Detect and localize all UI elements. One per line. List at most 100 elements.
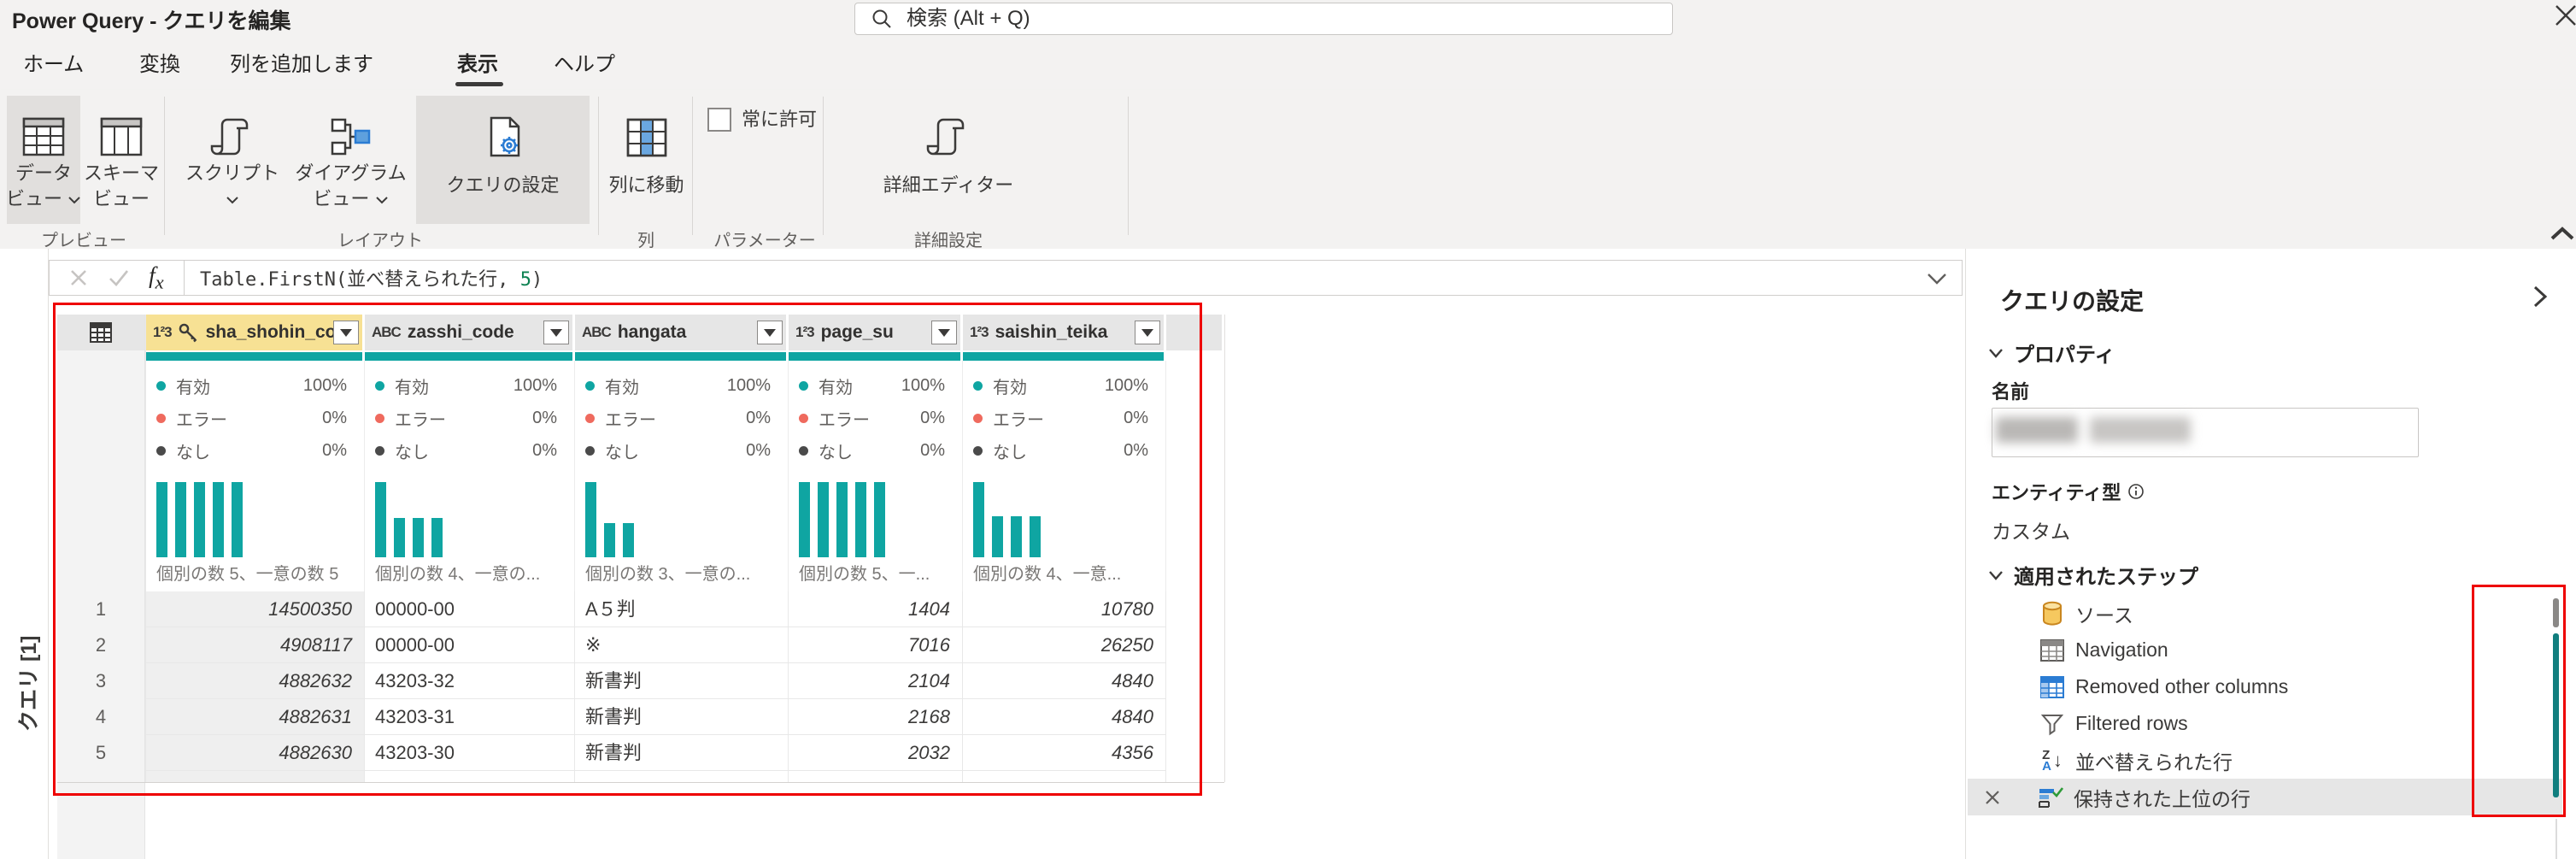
step-kept-top-rows[interactable]: 保持された上位の行 <box>1968 779 2562 815</box>
grid-cell[interactable]: 43203-31 <box>365 699 574 735</box>
column-filter-button[interactable] <box>931 321 957 344</box>
grid-cell[interactable]: 2104 <box>789 663 962 699</box>
grid-cell[interactable]: 2168 <box>789 699 962 735</box>
tab-home[interactable]: ホーム <box>23 53 85 76</box>
database-icon <box>2038 601 2067 627</box>
grid-cell[interactable]: 00000-00 <box>365 627 574 663</box>
column-filter-button[interactable] <box>543 321 569 344</box>
column-type-icon: ABC <box>582 324 612 340</box>
collapse-panel-icon[interactable] <box>2530 285 2550 309</box>
column-name: zasshi_code <box>407 322 514 342</box>
check-icon[interactable] <box>109 268 129 287</box>
grid-cell[interactable]: 4840 <box>963 663 1165 699</box>
column-header[interactable]: ABC hangata <box>575 315 786 350</box>
applied-steps-section-header[interactable]: 適用されたステップ <box>1988 560 2198 590</box>
search-box[interactable] <box>854 3 1673 35</box>
grid-cell[interactable]: 00000-00 <box>365 591 574 627</box>
grid-cell[interactable]: 4840 <box>963 699 1165 735</box>
error-dot <box>156 413 166 423</box>
grid-cell[interactable]: 1404 <box>789 591 962 627</box>
grid-cell[interactable]: 新書判 <box>575 735 788 771</box>
column-quality-stats: 有効 100% エラー 0% なし 0% <box>963 361 1166 475</box>
formula-bar-row: fx Table.FirstN(並べ替えられた行, 5) <box>0 249 2576 302</box>
data-view-button[interactable]: データ ビュー <box>6 96 80 224</box>
search-input[interactable] <box>905 6 1592 32</box>
query-settings-button[interactable]: クエリの設定 <box>416 96 590 224</box>
empty-row-stub <box>365 771 575 782</box>
tab-help[interactable]: ヘルプ <box>554 53 615 76</box>
column-quality-stats: 有効 100% エラー 0% なし 0% <box>365 361 575 475</box>
grid-cell[interactable]: 4882631 <box>146 699 364 735</box>
column-filter-button[interactable] <box>1135 321 1160 344</box>
grid-cell[interactable]: 4908117 <box>146 627 364 663</box>
value-distribution[interactable]: 個別の数 5、一意の数 5 <box>146 475 365 591</box>
remove-step-icon[interactable] <box>1980 790 2005 805</box>
column-filter-button[interactable] <box>757 321 783 344</box>
column-cells: 14500350 4908117 4882632 4882631 4882630 <box>146 591 365 771</box>
formula-expand-icon[interactable] <box>1926 271 1948 286</box>
grid-cell[interactable]: 4356 <box>963 735 1165 771</box>
grid-cell[interactable]: 新書判 <box>575 663 788 699</box>
query-name-input[interactable] <box>1992 408 2421 458</box>
grid-cell[interactable]: 10780 <box>963 591 1165 627</box>
scrollbar-thumb-grey[interactable] <box>2553 598 2559 627</box>
value-distribution[interactable]: 個別の数 5、一... <box>789 475 963 591</box>
always-allow-checkbox-row[interactable]: 常に許可 <box>707 107 817 132</box>
column-name: page_su <box>820 322 894 342</box>
scrollbar-thumb-teal[interactable] <box>2553 633 2559 797</box>
advanced-editor-icon <box>924 96 972 161</box>
formula-input[interactable]: Table.FirstN(並べ替えられた行, 5) <box>200 269 543 291</box>
info-icon[interactable] <box>2127 483 2145 500</box>
tab-add-column[interactable]: 列を追加します <box>230 53 373 76</box>
step-navigation[interactable]: Navigation <box>1968 632 2562 668</box>
none-dot <box>375 445 384 456</box>
diagram-view-button[interactable]: ダイアグラム ビュー <box>289 96 413 224</box>
tab-transform[interactable]: 変換 <box>139 53 180 76</box>
histogram <box>585 479 634 557</box>
value-distribution[interactable]: 個別の数 4、一意の... <box>365 475 575 591</box>
column-filter-button[interactable] <box>333 321 359 344</box>
step-removed-other-columns[interactable]: Removed other columns <box>1968 668 2562 705</box>
grid-cell[interactable]: 7016 <box>789 627 962 663</box>
column-header[interactable]: ABC zasshi_code <box>365 315 572 350</box>
grid-cell[interactable]: 43203-30 <box>365 735 574 771</box>
close-icon[interactable] <box>2553 3 2576 28</box>
value-distribution[interactable]: 個別の数 4、一意... <box>963 475 1166 591</box>
key-icon <box>179 323 197 343</box>
step-source[interactable]: ソース <box>1968 595 2562 632</box>
chevron-down-icon <box>375 197 388 204</box>
column-header[interactable]: 1²3 saishin_teika <box>963 315 1164 350</box>
properties-section-header[interactable]: プロパティ <box>1988 338 2115 368</box>
script-button[interactable]: スクリプト <box>179 96 285 224</box>
grid-cell[interactable]: 2032 <box>789 735 962 771</box>
value-distribution[interactable]: 個別の数 3、一意の... <box>575 475 789 591</box>
grid-cell[interactable]: ※ <box>575 627 788 663</box>
tab-view[interactable]: 表示 <box>457 53 498 76</box>
step-sorted-rows[interactable]: Z A ↓ 並べ替えられた行 <box>1968 742 2562 779</box>
step-filtered-rows[interactable]: Filtered rows <box>1968 705 2562 742</box>
schema-view-button[interactable]: スキーマ ビュー <box>82 96 161 224</box>
queries-pane-collapsed[interactable]: クエリ [1] <box>0 249 49 859</box>
grid-cell[interactable]: 26250 <box>963 627 1165 663</box>
error-dot <box>973 413 983 423</box>
grid-cell[interactable]: 4882632 <box>146 663 364 699</box>
table-select-corner[interactable] <box>57 315 144 350</box>
collapse-ribbon-icon[interactable] <box>2550 225 2575 244</box>
checkbox[interactable] <box>707 108 731 132</box>
grid-cell[interactable]: 14500350 <box>146 591 364 627</box>
scrollbar-track[interactable] <box>2555 819 2557 859</box>
column-header[interactable]: 1²3 sha_shohin_code <box>146 315 362 350</box>
advanced-editor-button[interactable]: 詳細エディター <box>850 96 1047 224</box>
query-settings-label: クエリの設定 <box>446 174 560 196</box>
grid-cell[interactable]: 4882630 <box>146 735 364 771</box>
column-header[interactable]: 1²3 page_su <box>789 315 960 350</box>
advanced-editor-label: 詳細エディター <box>883 174 1014 196</box>
grid-column-saishin_teika: 1²3 saishin_teika 有効 100% エラー 0% なし 0% 個別の数… <box>963 315 1166 782</box>
grid-cell[interactable]: 43203-32 <box>365 663 574 699</box>
go-to-column-button[interactable]: 列に移動 <box>605 96 688 224</box>
grid-cell[interactable]: 新書判 <box>575 699 788 735</box>
none-dot <box>585 445 595 456</box>
column-cells: A５判 ※ 新書判 新書判 新書判 <box>575 591 789 771</box>
cancel-icon[interactable] <box>69 268 88 287</box>
grid-cell[interactable]: A５判 <box>575 591 788 627</box>
